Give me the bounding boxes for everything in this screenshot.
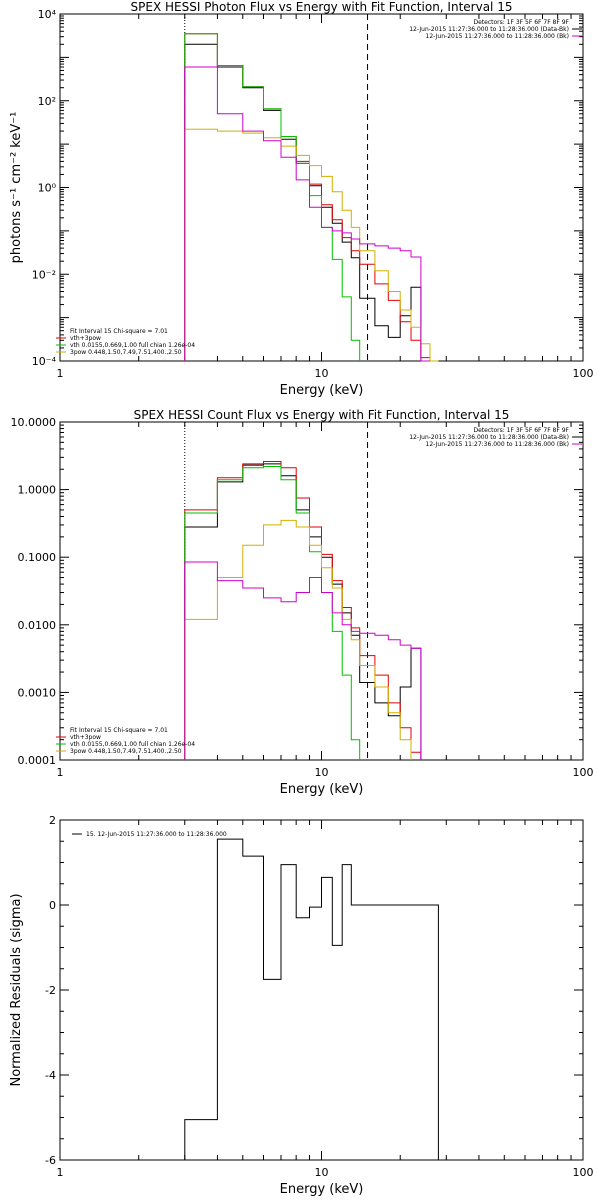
chart-title: SPEX HESSI Count Flux vs Energy with Fit… — [134, 408, 510, 422]
x-tick-label: 1 — [57, 367, 64, 380]
y-tick-label: -4 — [45, 1069, 56, 1082]
count-flux-panel: SPEX HESSI Count Flux vs Energy with Fit… — [11, 408, 594, 797]
series-0-histogram — [184, 43, 422, 361]
y-tick-label: 2 — [49, 814, 56, 827]
x-tick-label: 100 — [573, 1166, 594, 1179]
y-tick-label: 10⁴ — [38, 8, 57, 21]
y-tick-label: 0.0001 — [18, 754, 57, 767]
series-3-histogram — [184, 519, 412, 760]
y-tick-label: 0.1000 — [18, 551, 57, 564]
x-tick-label: 10 — [315, 766, 329, 779]
series-2-histogram — [184, 33, 361, 361]
legend-text: 3pow 0.448,1.50,7.49,7.51,400.,2.50 — [70, 349, 182, 356]
legend-text: vth+3pow — [70, 335, 101, 342]
y-tick-label: -2 — [45, 984, 56, 997]
x-axis-label: Energy (keV) — [280, 1182, 364, 1197]
series-0-histogram — [184, 838, 439, 1160]
legend-text: 12-Jun-2015 11:27:36.000 to 11:28:36.000… — [426, 33, 569, 40]
legend-text: vth+3pow — [70, 734, 101, 741]
y-tick-label: 0.0010 — [18, 686, 57, 699]
series-4-histogram — [184, 66, 430, 362]
series-0-histogram — [184, 463, 422, 760]
legend-text: 12-Jun-2015 11:27:36.000 to 11:28:36.000… — [426, 441, 569, 448]
legend-text: Detectors: 1F 3F 5F 6F 7F 8F 9F — [473, 427, 569, 434]
legend-text: Fit Interval 15 Chi-square = 7.01 — [70, 727, 168, 734]
y-tick-label: -6 — [45, 1154, 56, 1167]
y-axis-label: photons s⁻¹ cm⁻² keV⁻¹ — [9, 112, 24, 264]
legend-text: 3pow 0.448,1.50,7.49,7.51,400.,2.50 — [70, 748, 182, 755]
x-axis-label: Energy (keV) — [280, 383, 364, 398]
y-tick-label: 10⁻² — [32, 268, 56, 281]
y-tick-label: 10.0000 — [11, 416, 57, 429]
legend-text: Detectors: 1F 3F 5F 6F 7F 8F 9F — [473, 19, 569, 26]
plot-frame — [59, 819, 584, 1161]
y-tick-label: 0.0100 — [18, 619, 57, 632]
series-1-histogram — [184, 33, 431, 361]
y-tick-label: 10² — [38, 95, 56, 108]
x-axis-label: Energy (keV) — [280, 782, 364, 797]
y-tick-label: 10⁻⁴ — [32, 355, 57, 368]
chart-title: SPEX HESSI Photon Flux vs Energy with Fi… — [131, 0, 513, 14]
photon-flux-panel: SPEX HESSI Photon Flux vs Energy with Fi… — [9, 0, 594, 398]
x-tick-label: 100 — [573, 367, 594, 380]
y-tick-label: 1.0000 — [18, 484, 57, 497]
x-tick-label: 100 — [573, 766, 594, 779]
legend-text: 12-Jun-2015 11:27:36.000 to 11:28:36.000… — [409, 434, 569, 441]
legend-text: 12-Jun-2015 11:27:36.000 to 11:28:36.000… — [409, 26, 569, 33]
y-axis-label: Normalized Residuals (sigma) — [9, 893, 24, 1086]
series-1-histogram — [184, 461, 422, 760]
series-2-histogram — [184, 466, 361, 760]
legend-text: Fit Interval 15 Chi-square = 7.01 — [70, 328, 168, 335]
legend-text: vth 0.0155,0.669,1.00 full chian 1.26e-0… — [70, 741, 195, 748]
x-tick-label: 10 — [315, 367, 329, 380]
series-4-histogram — [184, 561, 422, 760]
residuals-panel: 1 10 100 -6 -4 -2 0 2 Energy (keV) Normalized Res… — [9, 814, 594, 1197]
x-tick-label: 10 — [315, 1166, 329, 1179]
y-tick-label: 0 — [49, 899, 56, 912]
legend-text: vth 0.0155,0.669,1.00 full chian 1.26e-0… — [70, 342, 195, 349]
legend-text: 15. 12-Jun-2015 11:27:36.000 to 11:28:36… — [86, 831, 227, 838]
x-tick-label: 1 — [57, 1166, 64, 1179]
y-tick-label: 10⁰ — [38, 182, 57, 195]
x-tick-label: 1 — [57, 766, 64, 779]
